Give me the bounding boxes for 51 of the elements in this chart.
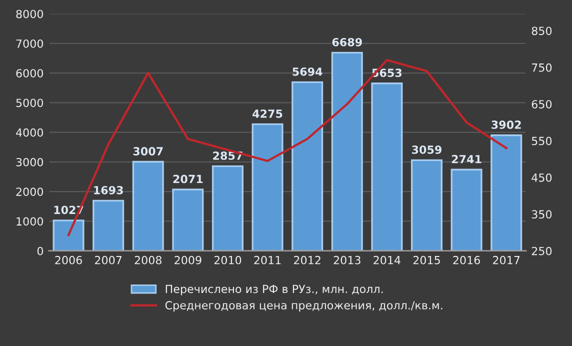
y-tick-label: 5000 — [16, 98, 44, 108]
x-tick-label: 2009 — [174, 256, 202, 264]
y-tick-label: 0 — [37, 246, 44, 256]
x-tick-label: 2006 — [55, 256, 82, 264]
data-label: 4275 — [252, 109, 282, 118]
y2-tick-label: 450 — [532, 173, 552, 182]
data-label: 2741 — [452, 154, 482, 164]
y2-tick-label: 550 — [532, 136, 552, 146]
y-tick-label: 1000 — [16, 217, 44, 226]
y2-tick-label: 650 — [532, 100, 552, 108]
y2-tick-label: 350 — [532, 210, 552, 219]
bar — [252, 123, 284, 251]
x-tick-label: 2011 — [254, 256, 281, 264]
data-label: 3007 — [133, 147, 163, 156]
bar — [490, 134, 522, 251]
x-tick-label: 2012 — [294, 256, 320, 264]
y-tick-label: 8000 — [16, 10, 44, 18]
y-tick-label: 2000 — [16, 188, 44, 196]
bar — [410, 159, 442, 251]
y-tick-label: 3000 — [16, 158, 44, 166]
data-label: 3059 — [412, 146, 442, 154]
x-tick-label: 2015 — [413, 256, 440, 264]
x-tick-label: 2017 — [493, 256, 520, 264]
y2-tick-label: 750 — [532, 63, 552, 72]
x-tick-label: 2008 — [134, 256, 162, 264]
bar — [212, 165, 244, 251]
bar — [450, 168, 482, 251]
y-tick-label: 6000 — [16, 69, 44, 78]
data-label: 3902 — [492, 120, 521, 129]
x-tick-label: 2007 — [95, 256, 122, 264]
y-tick-label: 7000 — [16, 39, 44, 48]
bar — [52, 220, 84, 251]
bar — [371, 82, 403, 251]
x-tick-label: 2014 — [374, 256, 400, 264]
bar — [172, 188, 204, 251]
legend-label: Среднегодовая цена предложения, долл./кв.м. — [165, 301, 442, 312]
bar — [92, 200, 124, 251]
x-tick-label: 2010 — [214, 256, 242, 264]
y2-tick-label: 850 — [532, 26, 552, 36]
bar — [132, 160, 164, 251]
data-label: 5694 — [292, 67, 322, 76]
y-tick-label: 4000 — [16, 128, 44, 137]
data-label: 2071 — [173, 174, 203, 184]
x-tick-label: 2016 — [453, 256, 480, 264]
x-tick-label: 2013 — [334, 256, 360, 264]
legend-label: Перечислено из РФ в РУз., млн. долл. — [166, 284, 383, 296]
y2-tick-label: 250 — [532, 246, 552, 256]
bar — [292, 81, 324, 251]
data-label: 6689 — [332, 38, 362, 46]
bar — [331, 52, 363, 251]
data-label: 1693 — [94, 186, 123, 194]
